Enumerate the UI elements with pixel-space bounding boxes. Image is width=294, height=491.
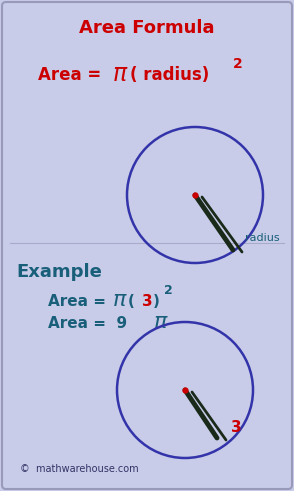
Text: Area =  9: Area = 9: [48, 316, 127, 330]
Text: ( radius): ( radius): [130, 66, 209, 84]
Text: Area =: Area =: [38, 66, 107, 84]
Text: radius: radius: [245, 233, 280, 243]
Text: Example: Example: [16, 263, 102, 281]
Text: ©  mathwarehouse.com: © mathwarehouse.com: [20, 464, 139, 474]
Text: Area Formula: Area Formula: [79, 19, 215, 37]
Text: (: (: [128, 294, 140, 308]
Text: ): ): [153, 294, 160, 308]
Text: $\pi$: $\pi$: [112, 62, 128, 86]
Text: Area =: Area =: [48, 294, 111, 308]
FancyBboxPatch shape: [2, 2, 292, 489]
Text: 3: 3: [231, 420, 242, 436]
Text: 2: 2: [233, 57, 243, 71]
Text: $\pi$: $\pi$: [153, 312, 169, 332]
Text: 2: 2: [164, 284, 173, 298]
Text: 3: 3: [142, 294, 153, 308]
Text: $\pi$: $\pi$: [112, 290, 128, 310]
